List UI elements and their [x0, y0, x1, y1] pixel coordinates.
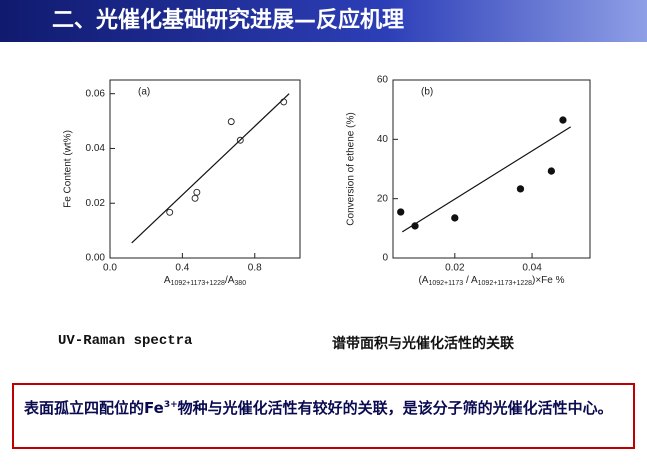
plot-frame — [109, 79, 301, 259]
slide-title: 二、光催化基础研究进展—反应机理 — [0, 0, 647, 42]
data-point — [191, 194, 199, 202]
panel-label: (b) — [421, 87, 433, 98]
x-axis-label-part: 1092+1173+1228 — [478, 280, 532, 287]
x-axis-label-part: )×Fe % — [532, 275, 565, 286]
fit-line — [131, 93, 290, 244]
y-tick-label: 0.02 — [86, 198, 106, 209]
x-axis-label-part: 380 — [234, 280, 246, 287]
y-tick-label: 0.06 — [86, 88, 106, 99]
y-axis-label: Conversion of ethene (%) — [346, 112, 357, 225]
fit-line — [401, 126, 572, 233]
note-text: 物种与光催化活性有较好的关联，是该分子筛的光催化活性中心。 — [177, 399, 613, 417]
x-axis-label-part: (A — [418, 275, 428, 286]
y-tick-label: 0.00 — [86, 253, 106, 264]
x-tick-label: 0.02 — [445, 263, 465, 274]
x-tick-label: 0.0 — [103, 263, 117, 274]
x-axis-label-part: 1092+1173 — [428, 280, 463, 287]
plot-frame — [392, 79, 591, 259]
caption: 谱带面积与光催化活性的关联 — [332, 336, 514, 352]
panel-label: (a) — [138, 87, 150, 98]
data-point — [227, 118, 235, 126]
data-point — [559, 116, 567, 124]
charts: 0.0 0.4 0.8 0.00 0.02 0.04 0.06 (a) Fe Content (… — [63, 75, 591, 287]
data-point — [411, 222, 419, 230]
data-point — [451, 214, 459, 222]
data-point — [193, 188, 201, 196]
y-tick-label: 20 — [377, 193, 389, 204]
note-text: 表面孤立四配位的Fe — [24, 399, 164, 417]
y-tick-label: 0 — [382, 253, 388, 264]
x-tick-label: 0.8 — [248, 263, 262, 274]
x-axis-label-part: /A — [225, 275, 235, 286]
data-point — [397, 208, 405, 216]
data-point — [236, 136, 244, 144]
y-tick-label: 60 — [377, 75, 389, 86]
data-point — [280, 98, 288, 106]
data-point — [547, 167, 556, 175]
x-axis-label-part: 1092+1173+1228 — [171, 280, 225, 287]
y-axis-label: Fe Content (wt%) — [63, 130, 74, 208]
caption: UV-Raman spectra — [58, 333, 193, 349]
x-tick-label: 0.4 — [175, 263, 189, 274]
data-point — [516, 185, 525, 193]
x-axis-label-part: / A — [463, 275, 478, 286]
y-tick-label: 0.04 — [86, 143, 106, 154]
note-box: 表面孤立四配位的Fe3+物种与光催化活性有较好的关联，是该分子筛的光催化活性中心… — [12, 383, 635, 449]
y-tick-label: 40 — [377, 134, 389, 145]
x-axis-label: A1092+1173+1228/A380 — [164, 275, 246, 287]
x-tick-label: 0.04 — [522, 263, 542, 274]
x-axis-label: (A1092+1173 / A1092+1173+1228)×Fe % — [418, 275, 564, 287]
note-superscript: 3+ — [163, 400, 178, 410]
data-point — [166, 208, 174, 216]
x-axis-label-part: A — [164, 275, 171, 286]
